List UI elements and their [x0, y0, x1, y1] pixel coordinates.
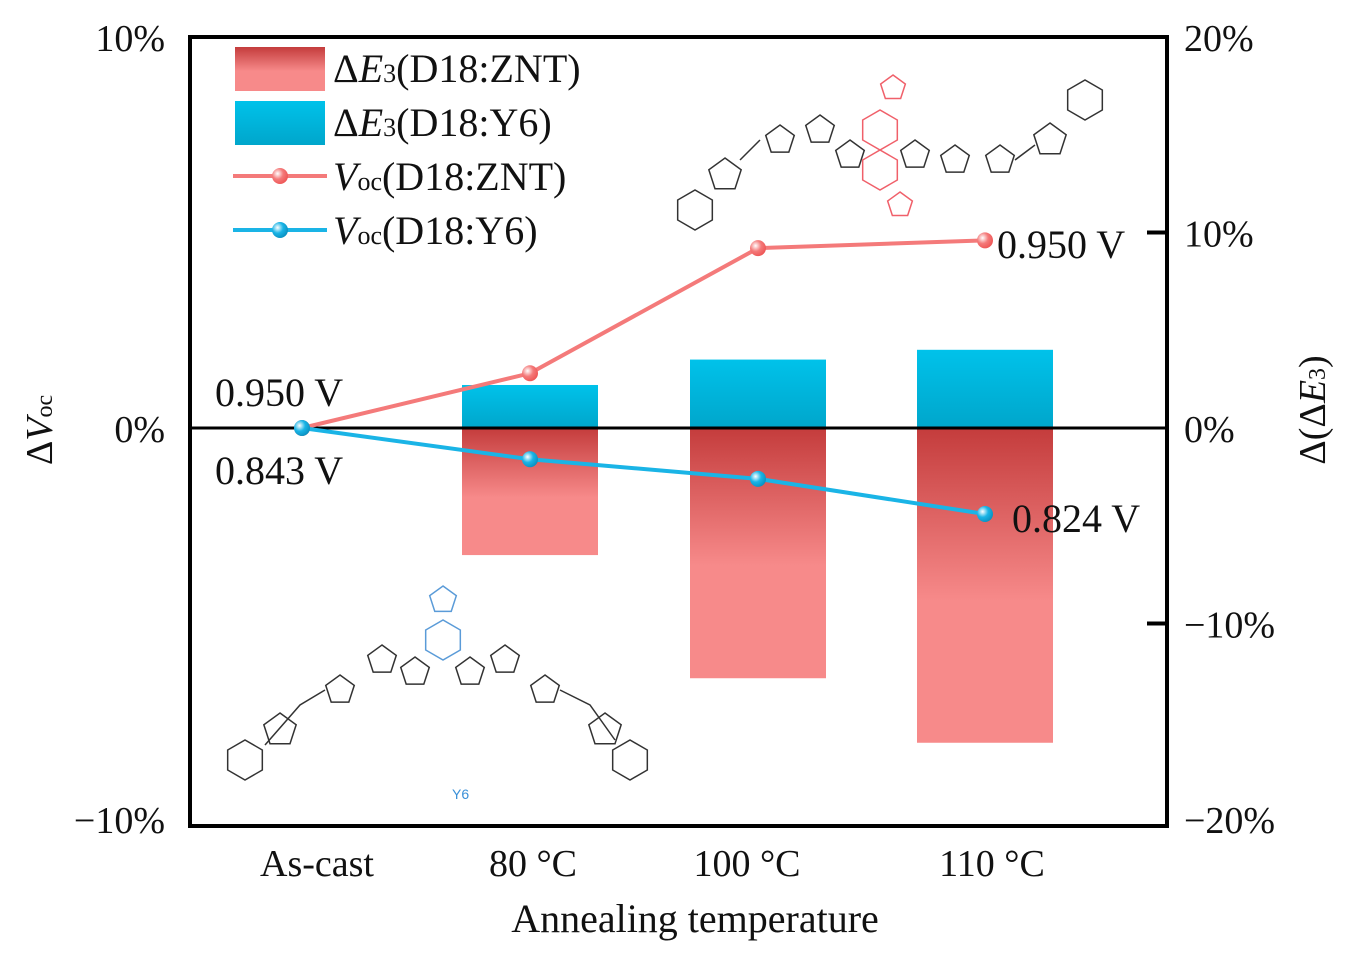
legend-label: Voc(D18:Y6)	[333, 208, 538, 253]
ring	[939, 144, 971, 173]
bond	[739, 139, 761, 161]
ring	[611, 739, 649, 781]
plot-frame	[188, 35, 1169, 828]
ring	[424, 619, 462, 661]
legend-label: Voc(D18:ZNT)	[333, 154, 566, 199]
ring	[834, 139, 866, 168]
ring	[1066, 79, 1104, 121]
ring	[861, 149, 899, 191]
bar-y6	[917, 349, 1053, 428]
bond	[1014, 144, 1036, 161]
ring	[324, 674, 356, 703]
y-left-tick-label: 10%	[95, 18, 165, 60]
x-axis-label: Annealing temperature	[511, 896, 879, 941]
bar-y6	[462, 384, 598, 428]
ring	[861, 109, 899, 151]
y-right-tick-label: −10%	[1184, 605, 1275, 647]
point-voc-y6	[294, 420, 310, 436]
bar-znt	[690, 428, 826, 679]
point-voc-y6	[750, 470, 766, 487]
legend-label: ΔE3(D18:Y6)	[333, 100, 552, 145]
annotation-voltage: 0.843 V	[215, 448, 343, 493]
bar-znt	[917, 428, 1053, 743]
ring	[366, 644, 398, 673]
x-tick-label: 80 °C	[489, 843, 577, 885]
ring	[879, 74, 907, 100]
ring	[899, 139, 931, 168]
legend-marker	[272, 222, 288, 238]
ring	[399, 656, 431, 685]
bar-y6	[690, 359, 826, 428]
legend-swatch	[235, 101, 325, 145]
y-right-tick-label: 10%	[1184, 214, 1254, 256]
x-tick-label: 100 °C	[693, 843, 800, 885]
point-voc-znt	[977, 232, 993, 249]
line-voc-znt	[301, 238, 986, 430]
x-tick-label: As-cast	[260, 843, 374, 885]
legend-marker	[272, 168, 288, 184]
ring	[764, 124, 796, 153]
bar-znt	[462, 428, 598, 556]
bond	[264, 689, 326, 746]
y-axis-left-label: ΔVoc	[19, 395, 61, 465]
ring	[587, 712, 623, 745]
annotation-voltage: 0.950 V	[215, 370, 343, 415]
y-left-tick-label: −10%	[74, 800, 165, 842]
line-voc-y6	[301, 426, 986, 516]
ring	[489, 644, 521, 673]
ring	[226, 739, 264, 781]
ring	[529, 674, 561, 703]
point-voc-znt	[522, 365, 538, 382]
y-right-tick-label: 0%	[1184, 409, 1235, 451]
annotation-voltage: 0.824 V	[1012, 496, 1140, 541]
y-right-tick-label: 20%	[1184, 18, 1254, 60]
y-axis-right-label: Δ(ΔE3)	[1292, 355, 1334, 464]
ring	[676, 189, 714, 231]
legend: ΔE3(D18:ZNT) ΔE3(D18:Y6) Voc(D18:ZNT) Voc(D…	[233, 46, 581, 253]
point-voc-y6	[977, 506, 993, 523]
bond	[559, 689, 616, 741]
molecule-structures	[226, 74, 1104, 781]
annotation-voltage: 0.950 V	[997, 222, 1125, 267]
point-voc-y6	[522, 451, 538, 468]
x-tick-label: 110 °C	[939, 843, 1045, 885]
ring	[262, 712, 298, 745]
point-voc-znt	[750, 240, 766, 257]
ring	[454, 656, 486, 685]
ring	[1032, 122, 1068, 155]
legend-swatch	[235, 47, 325, 91]
ring	[428, 585, 458, 613]
ring	[886, 191, 914, 217]
ring	[804, 114, 836, 143]
legend-label: ΔE3(D18:ZNT)	[333, 46, 581, 91]
ring	[984, 144, 1016, 173]
y-left-tick-label: 0%	[114, 409, 165, 451]
y6-molecule-label: Y6	[452, 786, 469, 802]
ring	[707, 157, 743, 190]
y-right-tick-label: −20%	[1184, 800, 1275, 842]
